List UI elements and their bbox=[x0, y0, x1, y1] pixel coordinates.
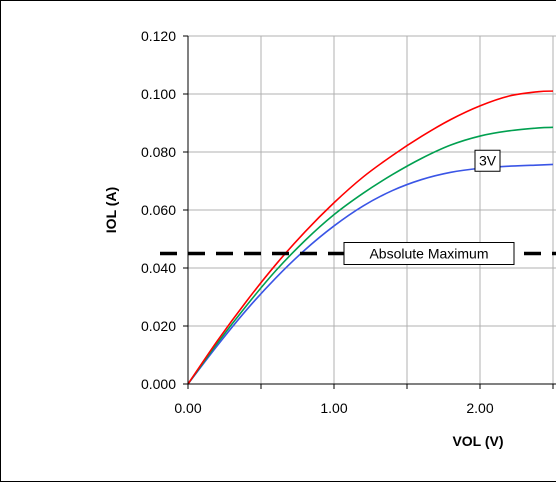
series-line bbox=[188, 163, 554, 384]
y-tick-label: 0.060 bbox=[141, 202, 176, 218]
y-tick-label: 0.120 bbox=[141, 28, 176, 44]
x-tick-label: 1.00 bbox=[320, 400, 347, 416]
series-line bbox=[188, 90, 554, 384]
y-tick-label: 0.040 bbox=[141, 260, 176, 276]
x-tick-label: 2.00 bbox=[466, 400, 493, 416]
y-tick-label: 0.100 bbox=[141, 86, 176, 102]
reference-line-group: Absolute Maximum bbox=[160, 242, 556, 265]
absolute-maximum-label-box bbox=[343, 242, 515, 265]
series-label: 3V bbox=[479, 152, 497, 168]
series-label-box bbox=[474, 149, 501, 172]
y-tick-label: 0.020 bbox=[141, 318, 176, 334]
x-tick-label: 0.00 bbox=[174, 400, 201, 416]
tick-labels: 0.000 0.020 0.040 0.060 0.080 0.100 0.120 0.00 1… bbox=[141, 28, 494, 416]
absolute-maximum-label: Absolute Maximum bbox=[369, 246, 488, 262]
y-tick-label: 0.000 bbox=[141, 376, 176, 392]
y-axis-title: IOL (A) bbox=[103, 187, 119, 233]
x-axis-title: VOL (V) bbox=[452, 433, 503, 449]
annotations: 3V bbox=[474, 149, 501, 172]
axes bbox=[183, 35, 556, 389]
y-tick-label: 0.080 bbox=[141, 144, 176, 160]
grid bbox=[188, 35, 556, 384]
series-group bbox=[188, 90, 554, 384]
series-line bbox=[188, 126, 554, 384]
